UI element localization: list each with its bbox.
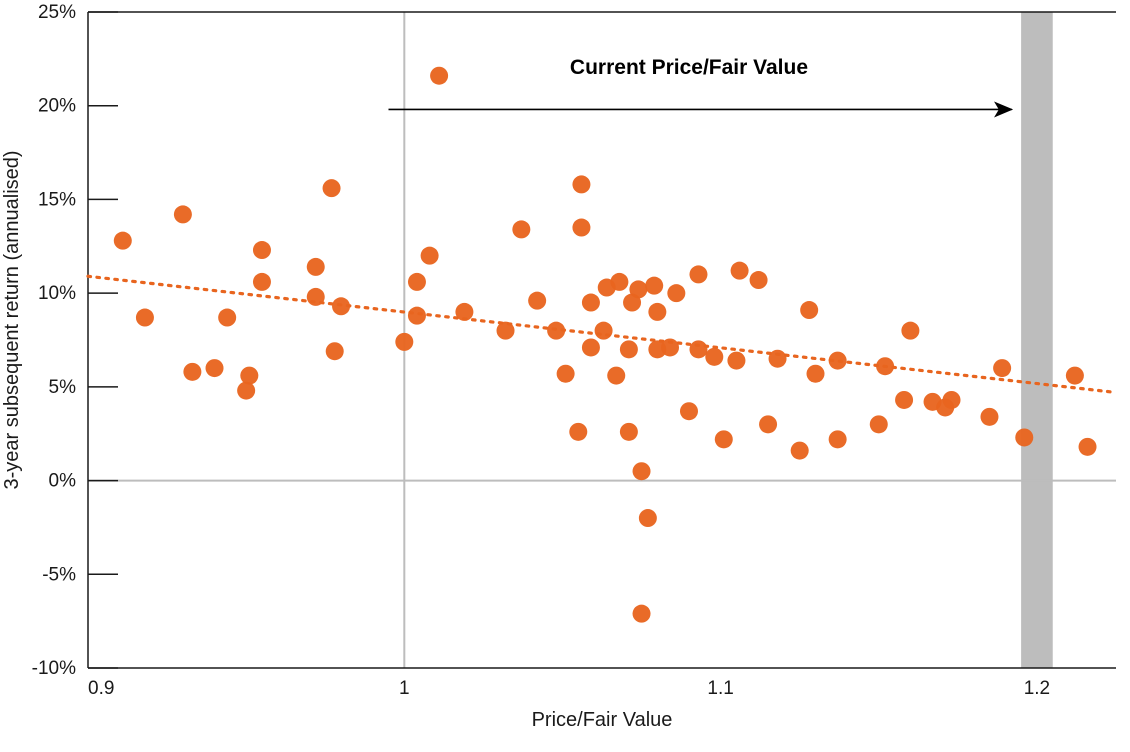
data-point [648,303,666,321]
data-point [829,352,847,370]
data-point [620,423,638,441]
data-point [326,342,344,360]
data-point [136,309,154,327]
chart-svg: -10% -5% 0% 5% 10% 15% 20% 25% 0.9 1 1.1 1.2 Price/F… [0,0,1130,752]
y-tick-label: 20% [38,96,76,117]
data-point [253,273,271,291]
data-point [870,415,888,433]
y-tick-label: 15% [38,189,76,210]
data-point [582,338,600,356]
y-tick-label: -10% [32,658,76,679]
data-point [408,307,426,325]
data-point [206,359,224,377]
x-tick-label: 1.2 [1024,678,1050,699]
data-point [620,340,638,358]
x-axis-label: Price/Fair Value [532,709,673,731]
y-axis-label: 3-year subsequent return (annualised) [1,150,23,489]
data-point [237,382,255,400]
data-point [332,297,350,315]
data-point [791,442,809,460]
data-point [645,277,663,295]
y-tick-label: 10% [38,283,76,304]
data-point [800,301,818,319]
data-point [705,348,723,366]
data-point [572,219,590,237]
data-point [569,423,587,441]
data-point [174,205,192,223]
y-tick-label: -5% [42,564,76,585]
data-point [661,338,679,356]
data-point [218,309,236,327]
data-point [607,367,625,385]
data-point [323,179,341,197]
data-point [807,365,825,383]
data-point [1079,438,1097,456]
data-point [633,605,651,623]
x-tick-label: 1 [399,678,410,699]
data-point [430,67,448,85]
data-point [595,322,613,340]
data-point [572,175,590,193]
data-point [183,363,201,381]
data-point [639,509,657,527]
data-point [307,258,325,276]
y-tick-label: 5% [49,377,77,398]
data-point [408,273,426,291]
data-point [610,273,628,291]
data-point [528,292,546,310]
data-point [547,322,565,340]
data-point [901,322,919,340]
data-point [1066,367,1084,385]
data-point [689,265,707,283]
data-point [727,352,745,370]
data-point [395,333,413,351]
data-point [253,241,271,259]
data-point [582,294,600,312]
data-point [759,415,777,433]
data-point [557,365,575,383]
data-point [895,391,913,409]
data-point [876,357,894,375]
annotation-label: Current Price/Fair Value [570,56,808,79]
data-point [633,462,651,480]
data-point [680,402,698,420]
data-point [980,408,998,426]
data-point [731,262,749,280]
data-point [240,367,258,385]
data-point [750,271,768,289]
data-point [943,391,961,409]
data-point [1015,428,1033,446]
data-point [629,280,647,298]
scatter-chart: -10% -5% 0% 5% 10% 15% 20% 25% 0.9 1 1.1 1.2 Price/F… [0,0,1130,752]
data-point [512,220,530,238]
data-point [114,232,132,250]
data-point [689,340,707,358]
x-tick-label: 0.9 [88,678,114,699]
data-point [993,359,1011,377]
highlight-band [1021,12,1053,668]
data-point [667,284,685,302]
data-point [829,430,847,448]
data-point [497,322,515,340]
data-point [455,303,473,321]
x-tick-label: 1.1 [707,678,733,699]
y-tick-label: 0% [49,471,77,492]
data-point [715,430,733,448]
y-tick-label: 25% [38,2,76,23]
data-point [421,247,439,265]
data-point [307,288,325,306]
data-point [769,350,787,368]
